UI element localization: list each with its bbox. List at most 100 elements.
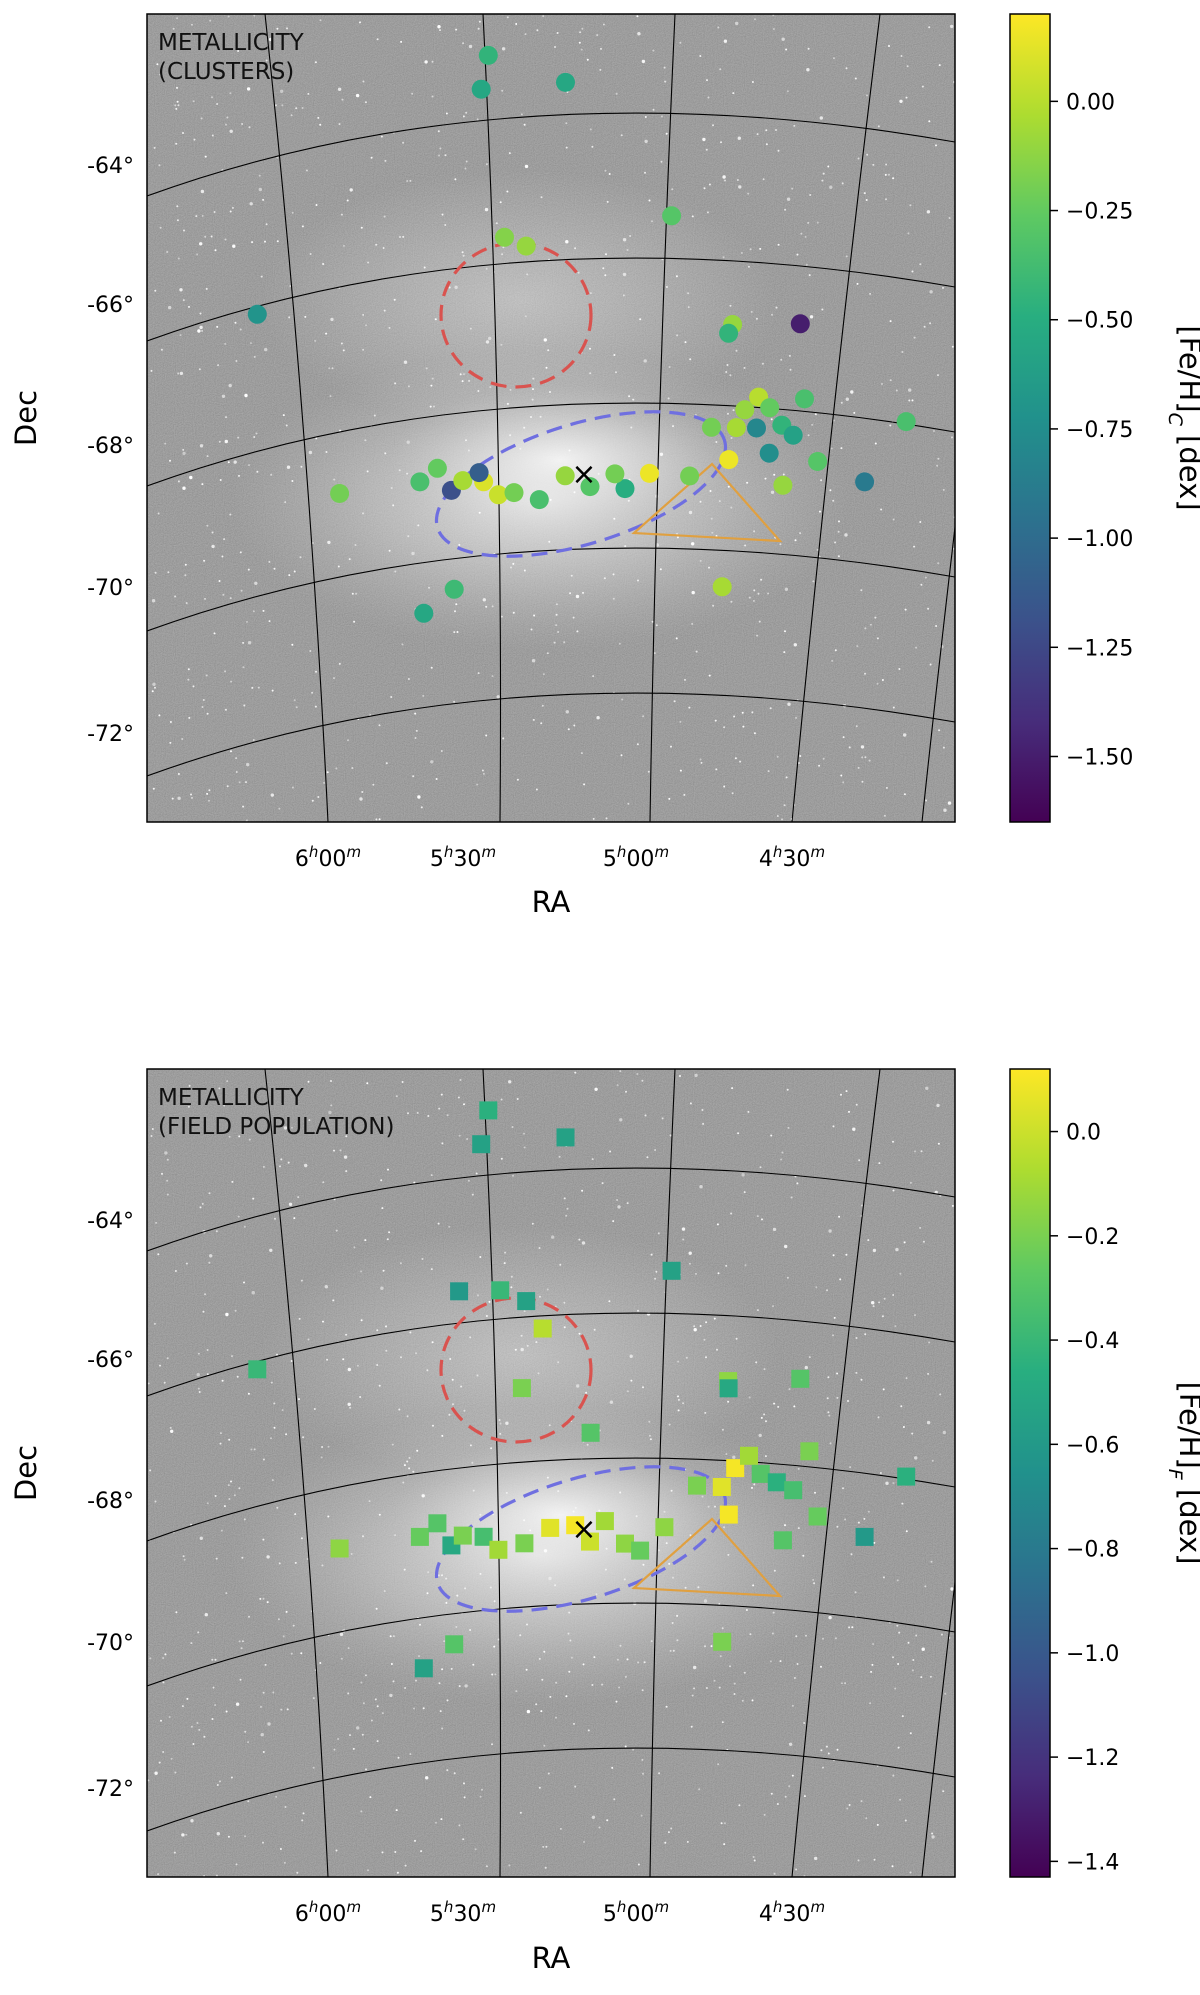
star [796,253,799,256]
star [791,1774,794,1777]
star [762,178,765,181]
star [156,63,159,66]
star [697,1586,700,1589]
star [691,542,695,546]
star [151,690,154,693]
star [841,182,844,185]
star [437,1574,440,1577]
star [747,1110,750,1113]
star [247,568,250,571]
star [273,1426,276,1429]
sky-image: × [147,14,955,822]
star [324,1285,328,1289]
star [619,1118,623,1122]
star [432,1424,434,1427]
star [496,695,500,699]
star [661,1117,664,1120]
star [174,104,177,107]
star [760,1416,763,1419]
star [362,348,365,351]
star [616,1084,619,1087]
star [153,1322,156,1325]
star [909,1181,912,1184]
star [350,1553,353,1555]
star [532,718,535,721]
star [665,1542,668,1545]
star [400,40,403,43]
star [755,1361,758,1364]
star [335,1229,338,1232]
star [895,1247,899,1252]
star [546,652,549,655]
star [657,1232,660,1235]
star [423,266,426,269]
star [319,1662,322,1664]
star [716,1223,719,1226]
data-point [855,1527,874,1546]
star [502,246,505,249]
star [926,1420,931,1425]
star [840,1093,842,1096]
star [260,1733,264,1737]
orange-triangle [631,462,783,543]
star [312,1766,315,1769]
star [836,1525,839,1528]
star [388,1231,391,1234]
star [387,1168,389,1171]
star [157,512,160,515]
star [223,1505,226,1508]
star [531,398,534,401]
star [668,1423,671,1426]
star [479,1513,482,1516]
star [684,341,687,344]
star [500,1157,503,1160]
star [251,686,254,689]
star [581,1189,584,1192]
star [850,390,854,394]
star [365,324,367,327]
data-point [541,1518,560,1537]
data-point [0,1184,14,1202]
star [380,1179,383,1182]
star [302,1812,305,1815]
star [520,1347,524,1352]
star [388,326,391,329]
star [884,173,887,176]
star [229,597,232,600]
star [936,464,939,467]
y-axis-ticks: -64°-66°-68°-70°-72° [87,1209,134,1802]
star [477,672,480,675]
star [758,620,761,623]
star [286,1708,289,1711]
star [497,1638,500,1641]
star [931,1832,934,1835]
star [921,1647,925,1651]
star [380,135,383,138]
star [452,1403,454,1406]
star [622,272,627,277]
star [211,544,215,549]
plot-frame [146,1068,956,1878]
star [827,1752,830,1755]
star [394,1851,397,1853]
star [294,1513,297,1516]
star [688,706,691,709]
star [570,574,573,577]
star [328,367,331,370]
star [812,580,815,583]
star [526,273,529,276]
star [915,1634,918,1637]
star [169,741,172,744]
star [881,1315,884,1318]
star [244,1730,247,1733]
star [333,1748,336,1751]
star [641,1689,644,1692]
star [433,405,435,408]
star [735,349,738,352]
star [177,480,180,483]
star [675,637,678,640]
star [453,631,456,634]
star [688,510,693,515]
star [340,213,343,216]
star [409,1331,412,1334]
